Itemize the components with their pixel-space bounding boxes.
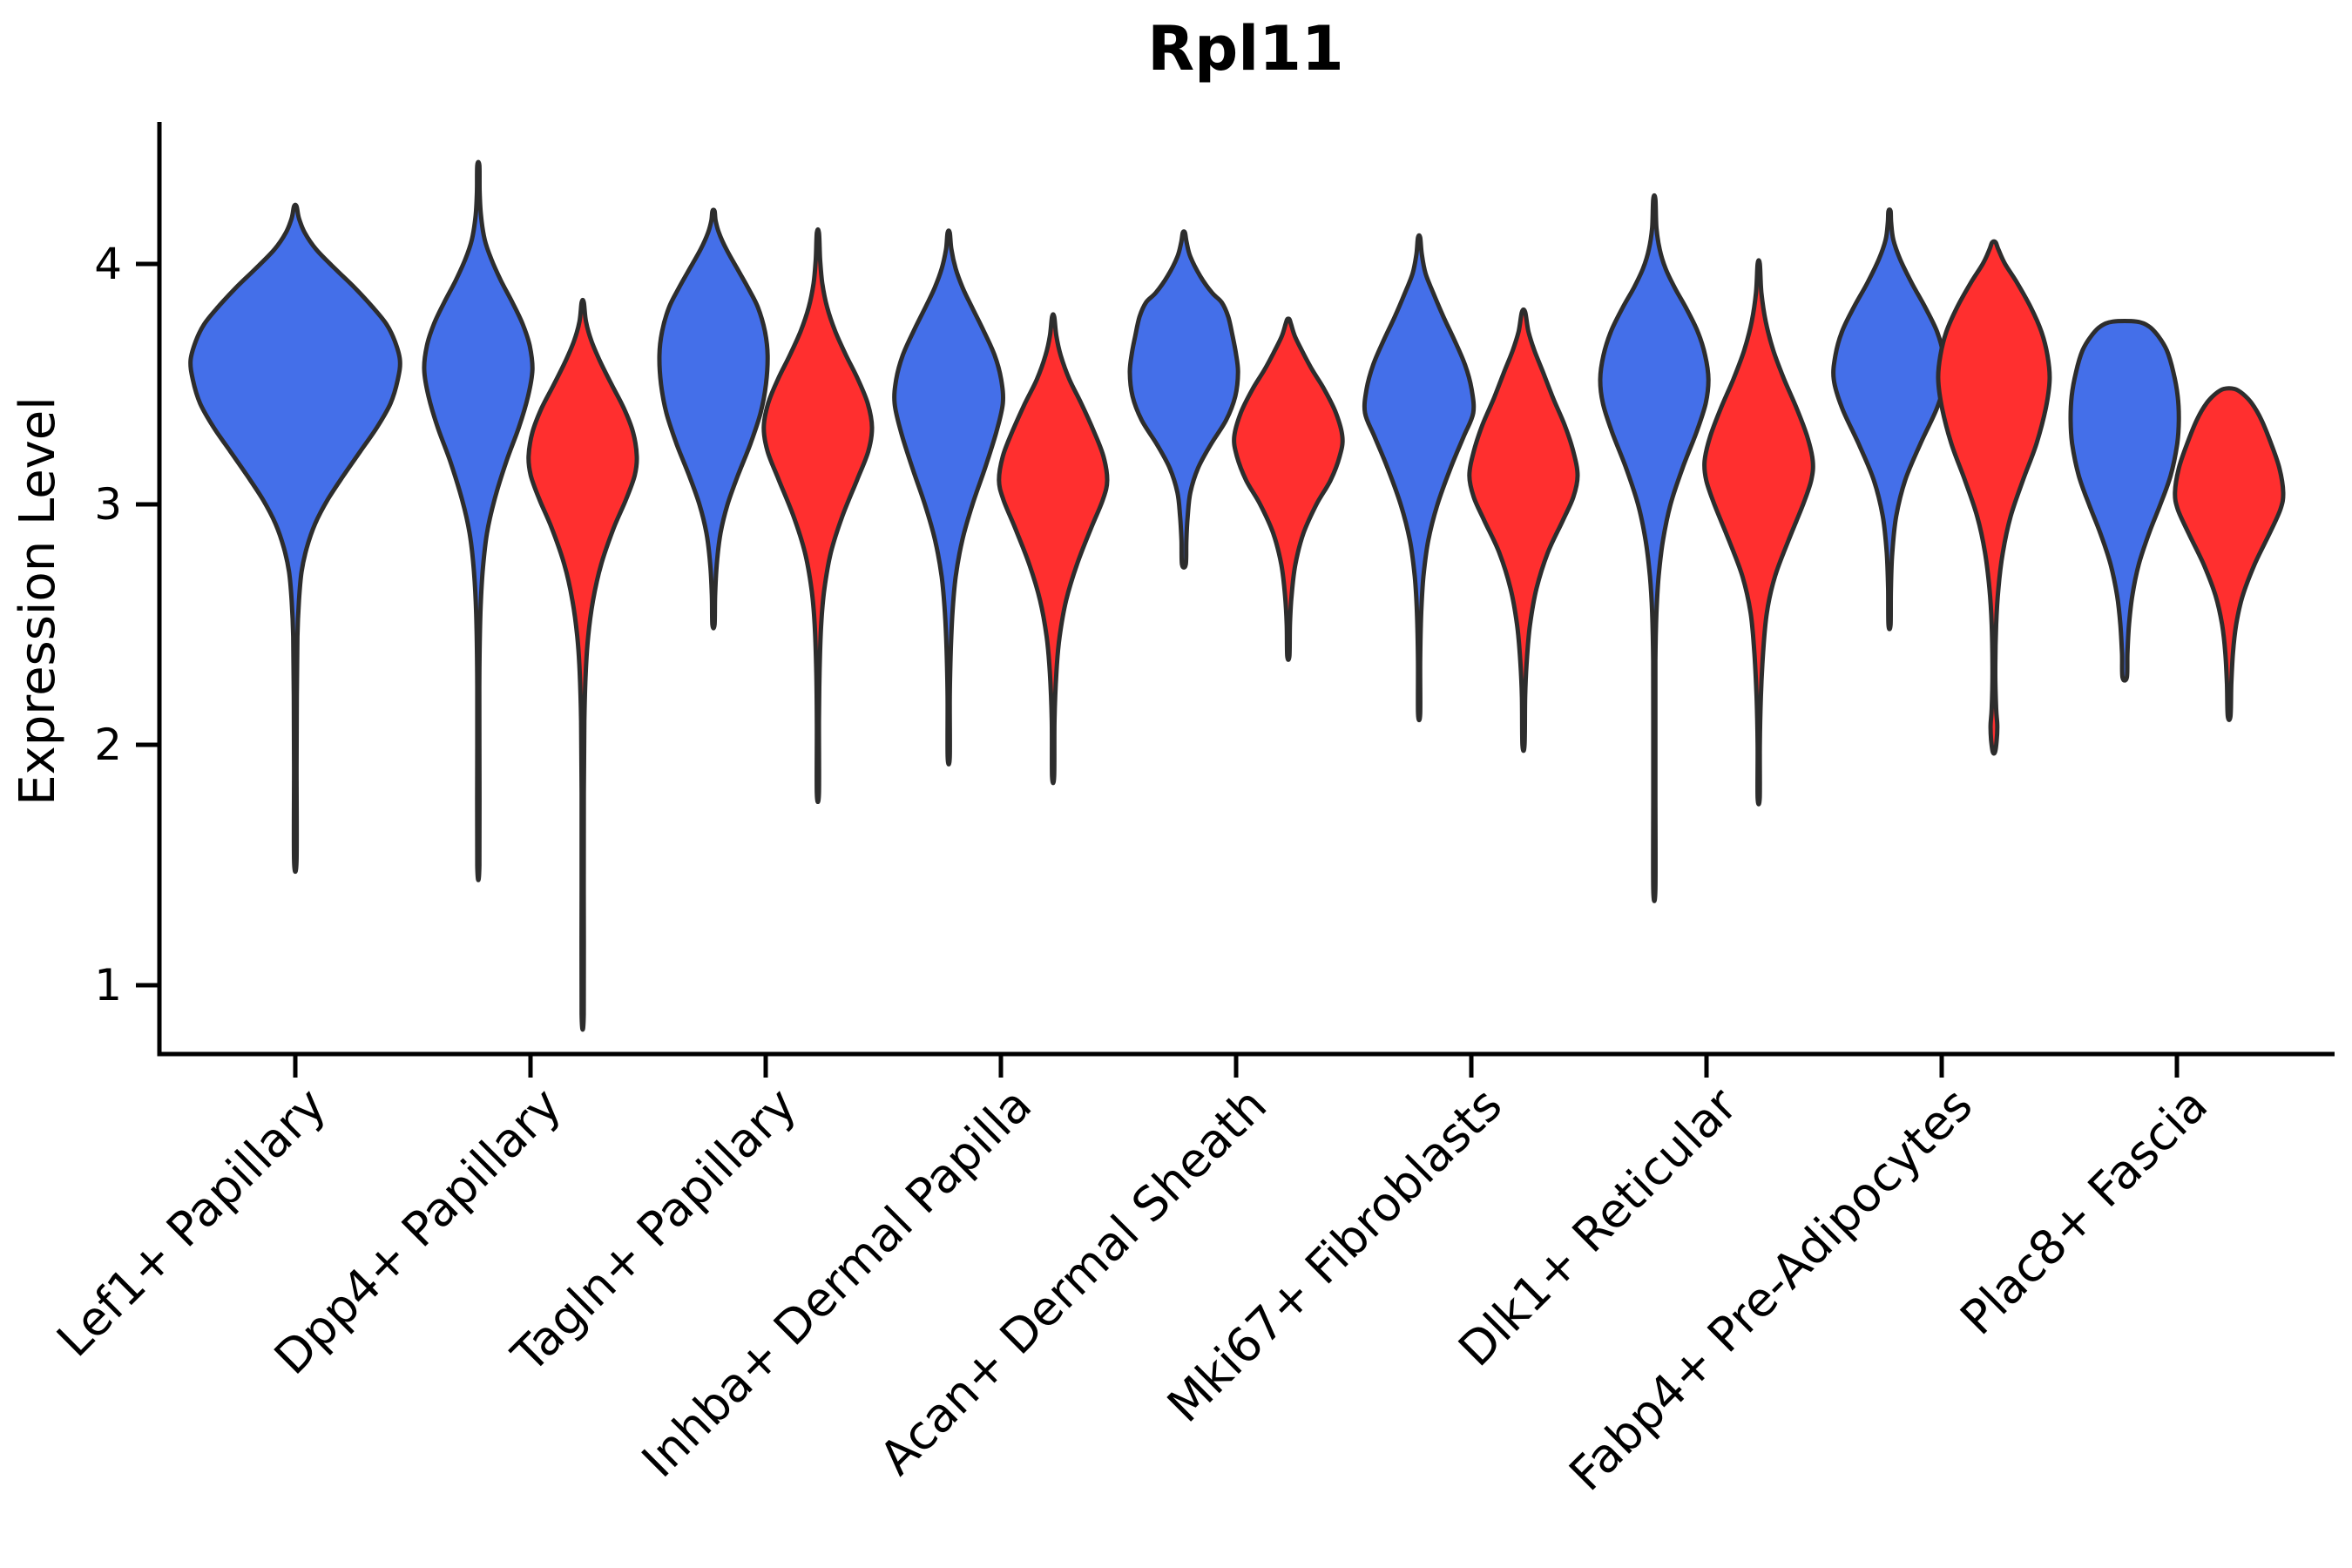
violin-blue-lef1-papillary [188,202,402,875]
violin-red-tagln-papillary [761,226,875,805]
violin-red-dlk1-reticular [1702,258,1815,807]
violin-red-plac8-fascia [2173,386,2286,722]
violin-blue-acan-dermal-sheath [1127,229,1240,570]
axes-group [157,122,2335,1057]
violin-blue-inhba-dermal-papilla [892,228,1005,767]
y-tick-label: 1 [94,960,122,1010]
chart-title: Rpl11 [1147,13,1343,84]
violin-blue-tagln-papillary [657,207,770,631]
violin-blue-fabp4-pre-adipocytes [1831,207,1948,632]
violins-group [188,159,2286,1032]
violin-red-inhba-dermal-papilla [997,312,1110,786]
y-tick-label: 4 [94,239,122,289]
y-tick-labels-group: 1 2 3 4 [94,239,159,1010]
y-tick-label: 2 [94,720,122,770]
x-tick-label-plac8-fascia: Plac8+ Fascia [1950,1078,2218,1346]
y-axis-label: Expression Level [10,396,66,806]
violin-red-mki67-fibroblasts [1467,307,1580,754]
x-tick-label-inhba-dermal-papilla: Inhba+ Dermal Papilla [632,1078,1042,1488]
violin-blue-dlk1-reticular [1598,193,1711,903]
violin-blue-dpp4-papillary [422,159,535,882]
violin-red-fabp4-pre-adipocytes [1936,239,2052,756]
violin-blue-plac8-fascia [2068,319,2181,683]
violin-blue-mki67-fibroblasts [1362,233,1477,723]
y-tick-label: 3 [94,479,122,530]
x-tick-label-fabp4-pre-adipocytes: Fabp4+ Pre-Adipocytes [1558,1078,1983,1502]
violin-red-acan-dermal-sheath [1232,316,1345,662]
x-tick-label-acan-dermal-sheath: Acan+ Dermal Sheath [869,1078,1277,1485]
violin-red-dpp4-papillary [526,297,639,1032]
